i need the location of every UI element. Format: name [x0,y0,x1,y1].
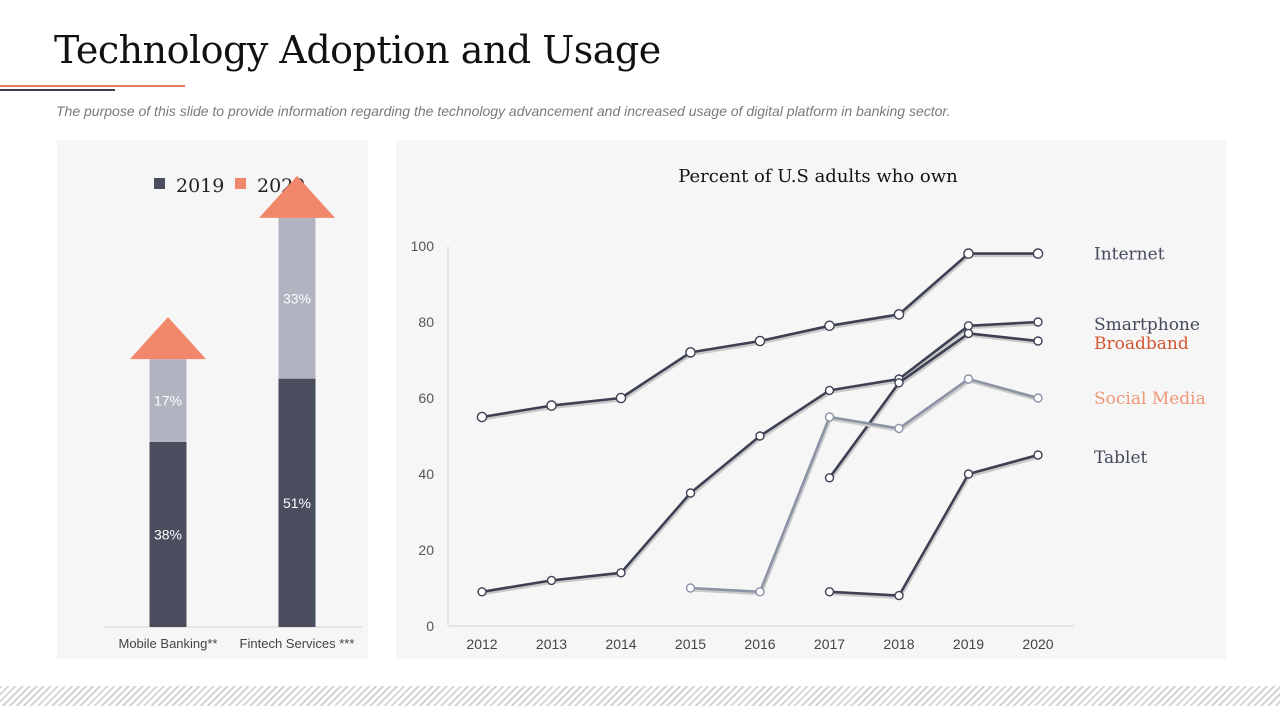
x-tick-label: 2018 [883,636,914,652]
series-social-media [685,374,1043,597]
data-point [546,575,557,586]
data-point [755,431,765,441]
legend-swatch-2020 [235,178,246,189]
data-point [755,587,765,597]
line-chart-panel: Percent of U.S adults who own 0 20 40 60 80 10… [396,140,1226,659]
data-point [963,374,974,384]
data-point [824,385,835,396]
x-tick-label: 2017 [814,636,845,652]
data-point [894,423,904,434]
legend-swatch-2019 [154,178,165,189]
data-point [546,400,557,411]
data-point [963,248,974,259]
y-tick-label: 80 [418,314,434,330]
data-point [894,590,904,601]
data-point [1033,450,1043,460]
x-tick-label: 2013 [536,636,567,652]
series-line-shadow [691,379,1040,596]
series-tablet [824,450,1043,601]
data-point [963,469,974,479]
y-tick-label: 60 [418,390,434,406]
x-tick-label: 2014 [605,636,636,652]
data-point [824,412,835,422]
x-tick-label: 2012 [466,636,497,652]
data-point [893,309,905,320]
y-tick-label: 40 [418,466,434,482]
series-line [690,377,1039,594]
bar-data-label: 17% [154,393,182,409]
footer-hatch-band [0,686,1280,706]
line-chart: Percent of U.S adults who own 0 20 40 60 80 10… [411,166,1206,652]
bar-category-label: Mobile Banking** [118,636,217,651]
page-subtitle: The purpose of this slide to provide inf… [56,103,951,119]
x-tick-label: 2015 [675,636,706,652]
series-label: Broadband [1094,334,1189,354]
series-label: Tablet [1094,448,1148,468]
data-point [1033,317,1043,327]
y-tick-label: 100 [411,238,435,254]
data-point [1033,393,1043,403]
bar-arrow-head [130,317,206,360]
y-tick-label: 20 [418,542,434,558]
x-tick-label: 2019 [953,636,984,652]
bar-segment-2020 [278,217,316,379]
data-point [824,473,835,483]
series-label: Social Media [1094,389,1206,409]
series-line [829,453,1039,597]
bar-data-label: 38% [154,526,182,542]
data-point [616,568,626,578]
series-broadband [824,328,1043,483]
bar-arrow-head [259,175,335,218]
data-point [894,378,904,388]
data-point [615,392,627,404]
legend-label-2019: 2019 [176,175,224,197]
series-line [481,320,1039,594]
title-accent-line [0,85,185,87]
data-point [1032,248,1044,259]
series-smartphone [477,317,1043,597]
data-point [685,347,696,358]
bar-chart-panel: 2019 2020 38% 17% Mobile Banking** 51% 33% Fint… [57,140,368,659]
data-point [685,488,696,498]
series-line [828,332,1039,479]
series-label: Internet [1094,245,1165,265]
series-internet [476,248,1044,423]
data-point [963,328,974,339]
bar-data-label: 33% [283,290,311,306]
bar-data-label: 51% [283,495,311,511]
x-tick-label: 2016 [744,636,775,652]
title-underline [0,89,115,91]
data-point [685,583,696,593]
data-point [824,320,835,332]
bar-segment-2019 [278,378,316,627]
series-line-shadow [830,455,1040,600]
data-point [1033,336,1043,346]
bar-segment-2019 [149,441,187,627]
data-point [824,587,835,597]
line-chart-title: Percent of U.S adults who own [678,166,958,187]
series-line-shadow [482,322,1040,596]
series-label: Smartphone [1094,315,1200,335]
data-point [963,321,974,331]
y-tick-label: 0 [426,618,434,634]
page-title: Technology Adoption and Usage [54,28,661,72]
x-tick-label: 2020 [1022,636,1053,652]
data-point [476,411,488,423]
series-line-shadow [829,333,1040,481]
data-point [477,587,487,597]
bar-segment-2020 [149,359,187,442]
data-point [754,335,766,347]
bar-category-label: Fintech Services *** [240,636,355,651]
